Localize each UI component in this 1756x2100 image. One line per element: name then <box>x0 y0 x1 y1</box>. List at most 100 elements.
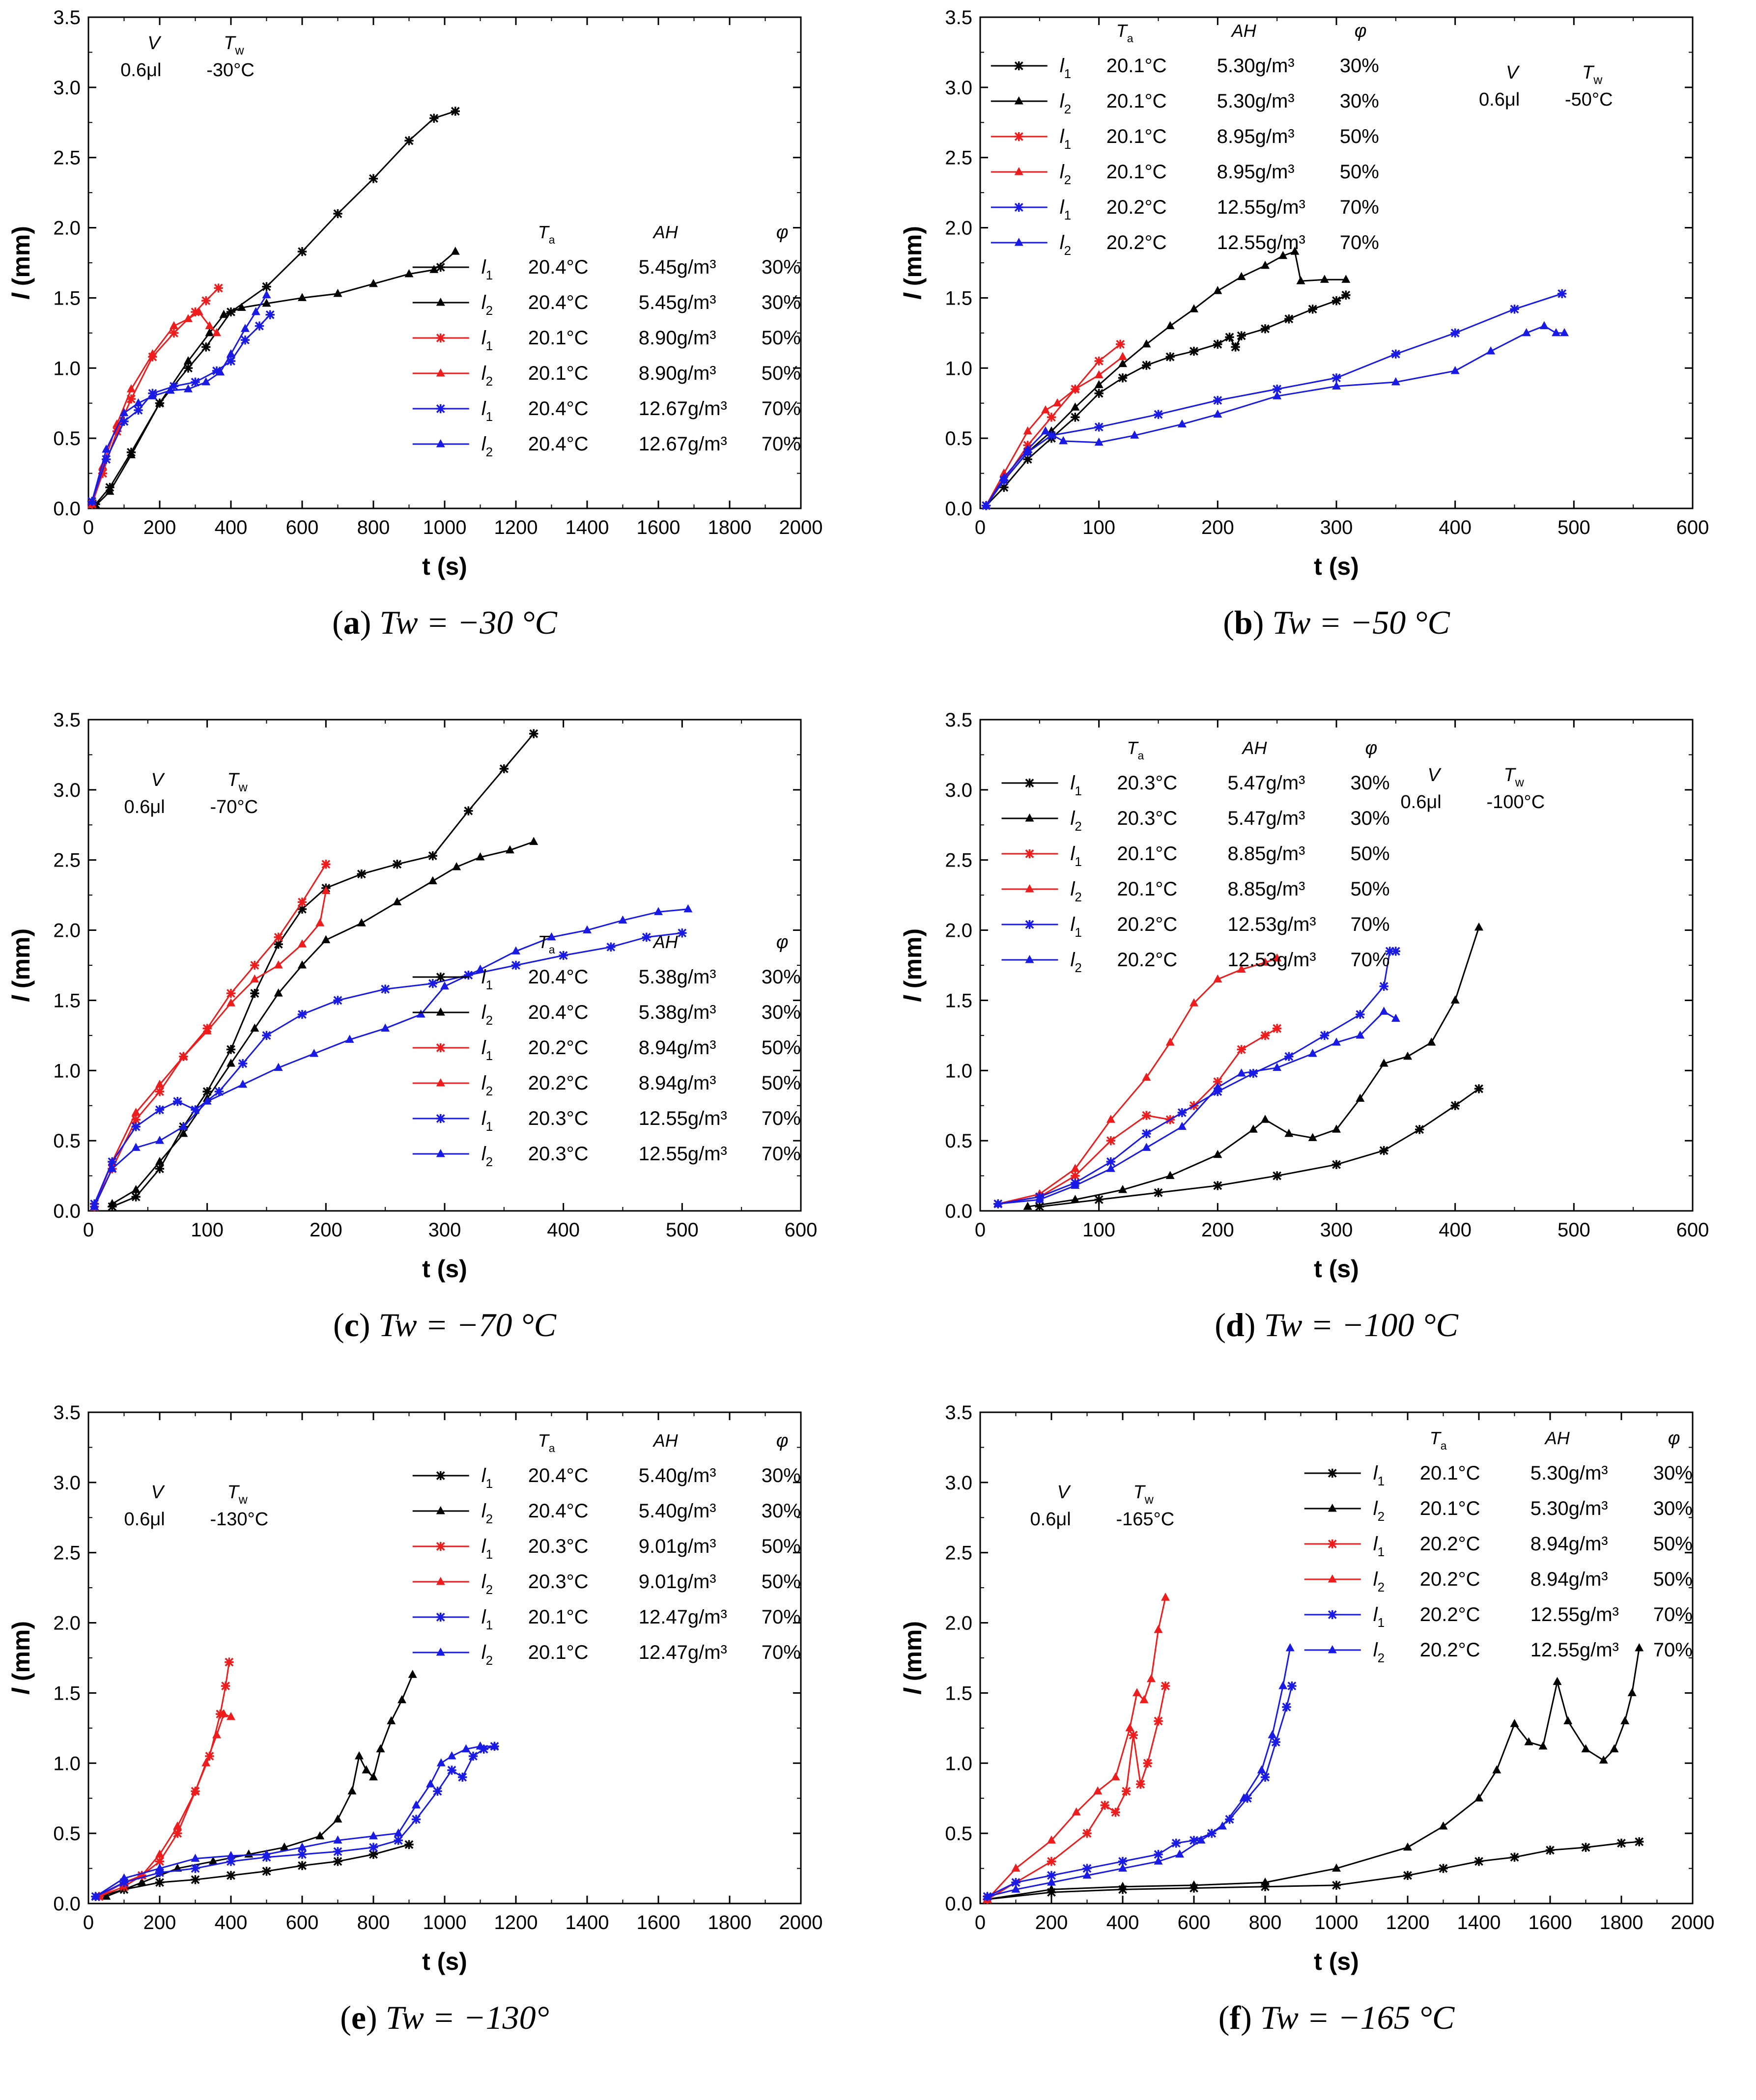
data-point <box>1539 321 1549 330</box>
data-point <box>1522 328 1531 336</box>
data-point <box>993 1199 1003 1207</box>
data-point <box>1616 1838 1626 1848</box>
data-point <box>1620 1716 1630 1725</box>
data-point <box>1130 430 1139 439</box>
x-tick-label: 200 <box>1035 1912 1068 1933</box>
data-point <box>208 1856 218 1865</box>
series-line <box>95 111 456 505</box>
data-point <box>404 269 414 278</box>
wall-temp-value: -70°C <box>210 797 258 817</box>
legend-header-phi: φ <box>776 222 789 243</box>
legend-header-ah: AH <box>652 1430 679 1451</box>
legend-ta: 20.1°C <box>1106 55 1167 77</box>
series-line <box>99 1844 409 1898</box>
data-point <box>155 1087 165 1096</box>
series-black-star <box>108 729 538 1211</box>
data-point <box>1041 426 1050 435</box>
data-point <box>212 1730 221 1738</box>
legend-header-ta: Ta <box>538 932 555 956</box>
legend-ah: 12.55g/m³ <box>639 1108 727 1129</box>
data-point <box>1320 1031 1330 1040</box>
data-point <box>1237 1068 1246 1077</box>
data-point <box>227 1850 235 1859</box>
data-point <box>91 1891 100 1900</box>
series-line <box>987 1648 1640 1900</box>
data-point <box>205 1751 214 1761</box>
data-point <box>1538 1741 1548 1750</box>
legend-swatch-marker <box>436 1043 445 1053</box>
data-point <box>1082 1864 1092 1873</box>
data-point <box>298 939 307 948</box>
data-point <box>1557 289 1567 299</box>
y-tick-label: 2.5 <box>53 850 81 871</box>
data-point <box>1041 405 1050 414</box>
x-tick-label: 1000 <box>423 1912 467 1933</box>
series-blue-star <box>89 928 687 1208</box>
legend-ah: 12.55g/m³ <box>1530 1604 1619 1625</box>
wall-temp-value: -30°C <box>206 60 255 81</box>
y-tick-label: 2.0 <box>53 1613 81 1634</box>
legend-header-ta: Ta <box>1116 21 1133 45</box>
data-point <box>333 1847 342 1856</box>
data-point <box>982 501 991 509</box>
wall-temp-header: Tw <box>224 33 244 57</box>
legend-swatch-marker <box>1014 132 1023 141</box>
legend-ah: 8.94g/m³ <box>1530 1568 1608 1590</box>
legend-swatch-marker <box>1328 1574 1337 1583</box>
y-tick-label: 2.5 <box>945 1542 972 1564</box>
legend-ah: 5.40g/m³ <box>639 1500 716 1522</box>
x-tick-label: 1000 <box>1315 1912 1359 1933</box>
data-point <box>1237 964 1246 973</box>
data-point <box>155 1863 164 1872</box>
data-point <box>369 1772 378 1781</box>
data-point <box>274 939 283 949</box>
y-tick-label: 2.5 <box>53 1542 81 1564</box>
x-tick-label: 100 <box>191 1219 224 1241</box>
y-tick-label: 0.5 <box>945 1823 972 1845</box>
data-point <box>369 1831 378 1840</box>
legend-ta: 20.4°C <box>528 292 589 313</box>
y-axis-label: l (mm) <box>7 226 35 300</box>
data-point <box>1379 1146 1388 1155</box>
data-point <box>227 998 235 1007</box>
legend-swatch-marker <box>436 1078 445 1087</box>
data-point <box>1272 1171 1282 1180</box>
data-point <box>1165 352 1175 362</box>
legend-phi: 30% <box>762 292 801 313</box>
y-tick-label: 0.5 <box>945 428 972 449</box>
chart-panel-c: 0 100 200 300 400 500 600 0.0 0.5 1.0 1.5 2.0 2.5 3.0… <box>7 709 817 1344</box>
data-point <box>1474 922 1483 931</box>
legend-ta: 20.4°C <box>528 1500 589 1522</box>
data-point <box>297 1861 307 1871</box>
series-blue-tri <box>87 290 271 505</box>
volume-header: V <box>147 33 162 54</box>
legend-ta: 20.2°C <box>1420 1604 1480 1625</box>
data-point <box>155 1079 164 1088</box>
series-black-star <box>94 1840 414 1901</box>
x-axis-label: t (s) <box>422 1255 467 1283</box>
x-tick-label: 300 <box>1320 517 1353 538</box>
legend-ta: 20.3°C <box>1117 772 1178 794</box>
data-point <box>1450 328 1460 338</box>
data-point <box>393 860 402 869</box>
legend-series-label: l1 <box>1373 1604 1385 1630</box>
legend-ah: 12.47g/m³ <box>639 1642 727 1663</box>
legend-swatch-marker <box>436 404 445 414</box>
data-point <box>654 907 663 915</box>
data-point <box>155 398 164 407</box>
legend-series-label: l2 <box>481 433 493 459</box>
data-point <box>1560 328 1569 336</box>
data-point <box>1094 389 1104 398</box>
data-point <box>119 1873 129 1882</box>
data-point <box>184 314 193 322</box>
data-point <box>1071 1180 1080 1189</box>
data-point <box>131 1115 141 1124</box>
data-point <box>1093 1786 1103 1794</box>
legend-phi: 50% <box>1653 1533 1693 1555</box>
wall-temp-header: Tw <box>227 1482 248 1507</box>
data-point <box>202 1087 212 1096</box>
data-point <box>202 1026 212 1035</box>
data-point <box>1341 290 1351 300</box>
legend-ta: 20.3°C <box>1117 808 1178 829</box>
wall-temp-value: -130°C <box>210 1509 269 1530</box>
